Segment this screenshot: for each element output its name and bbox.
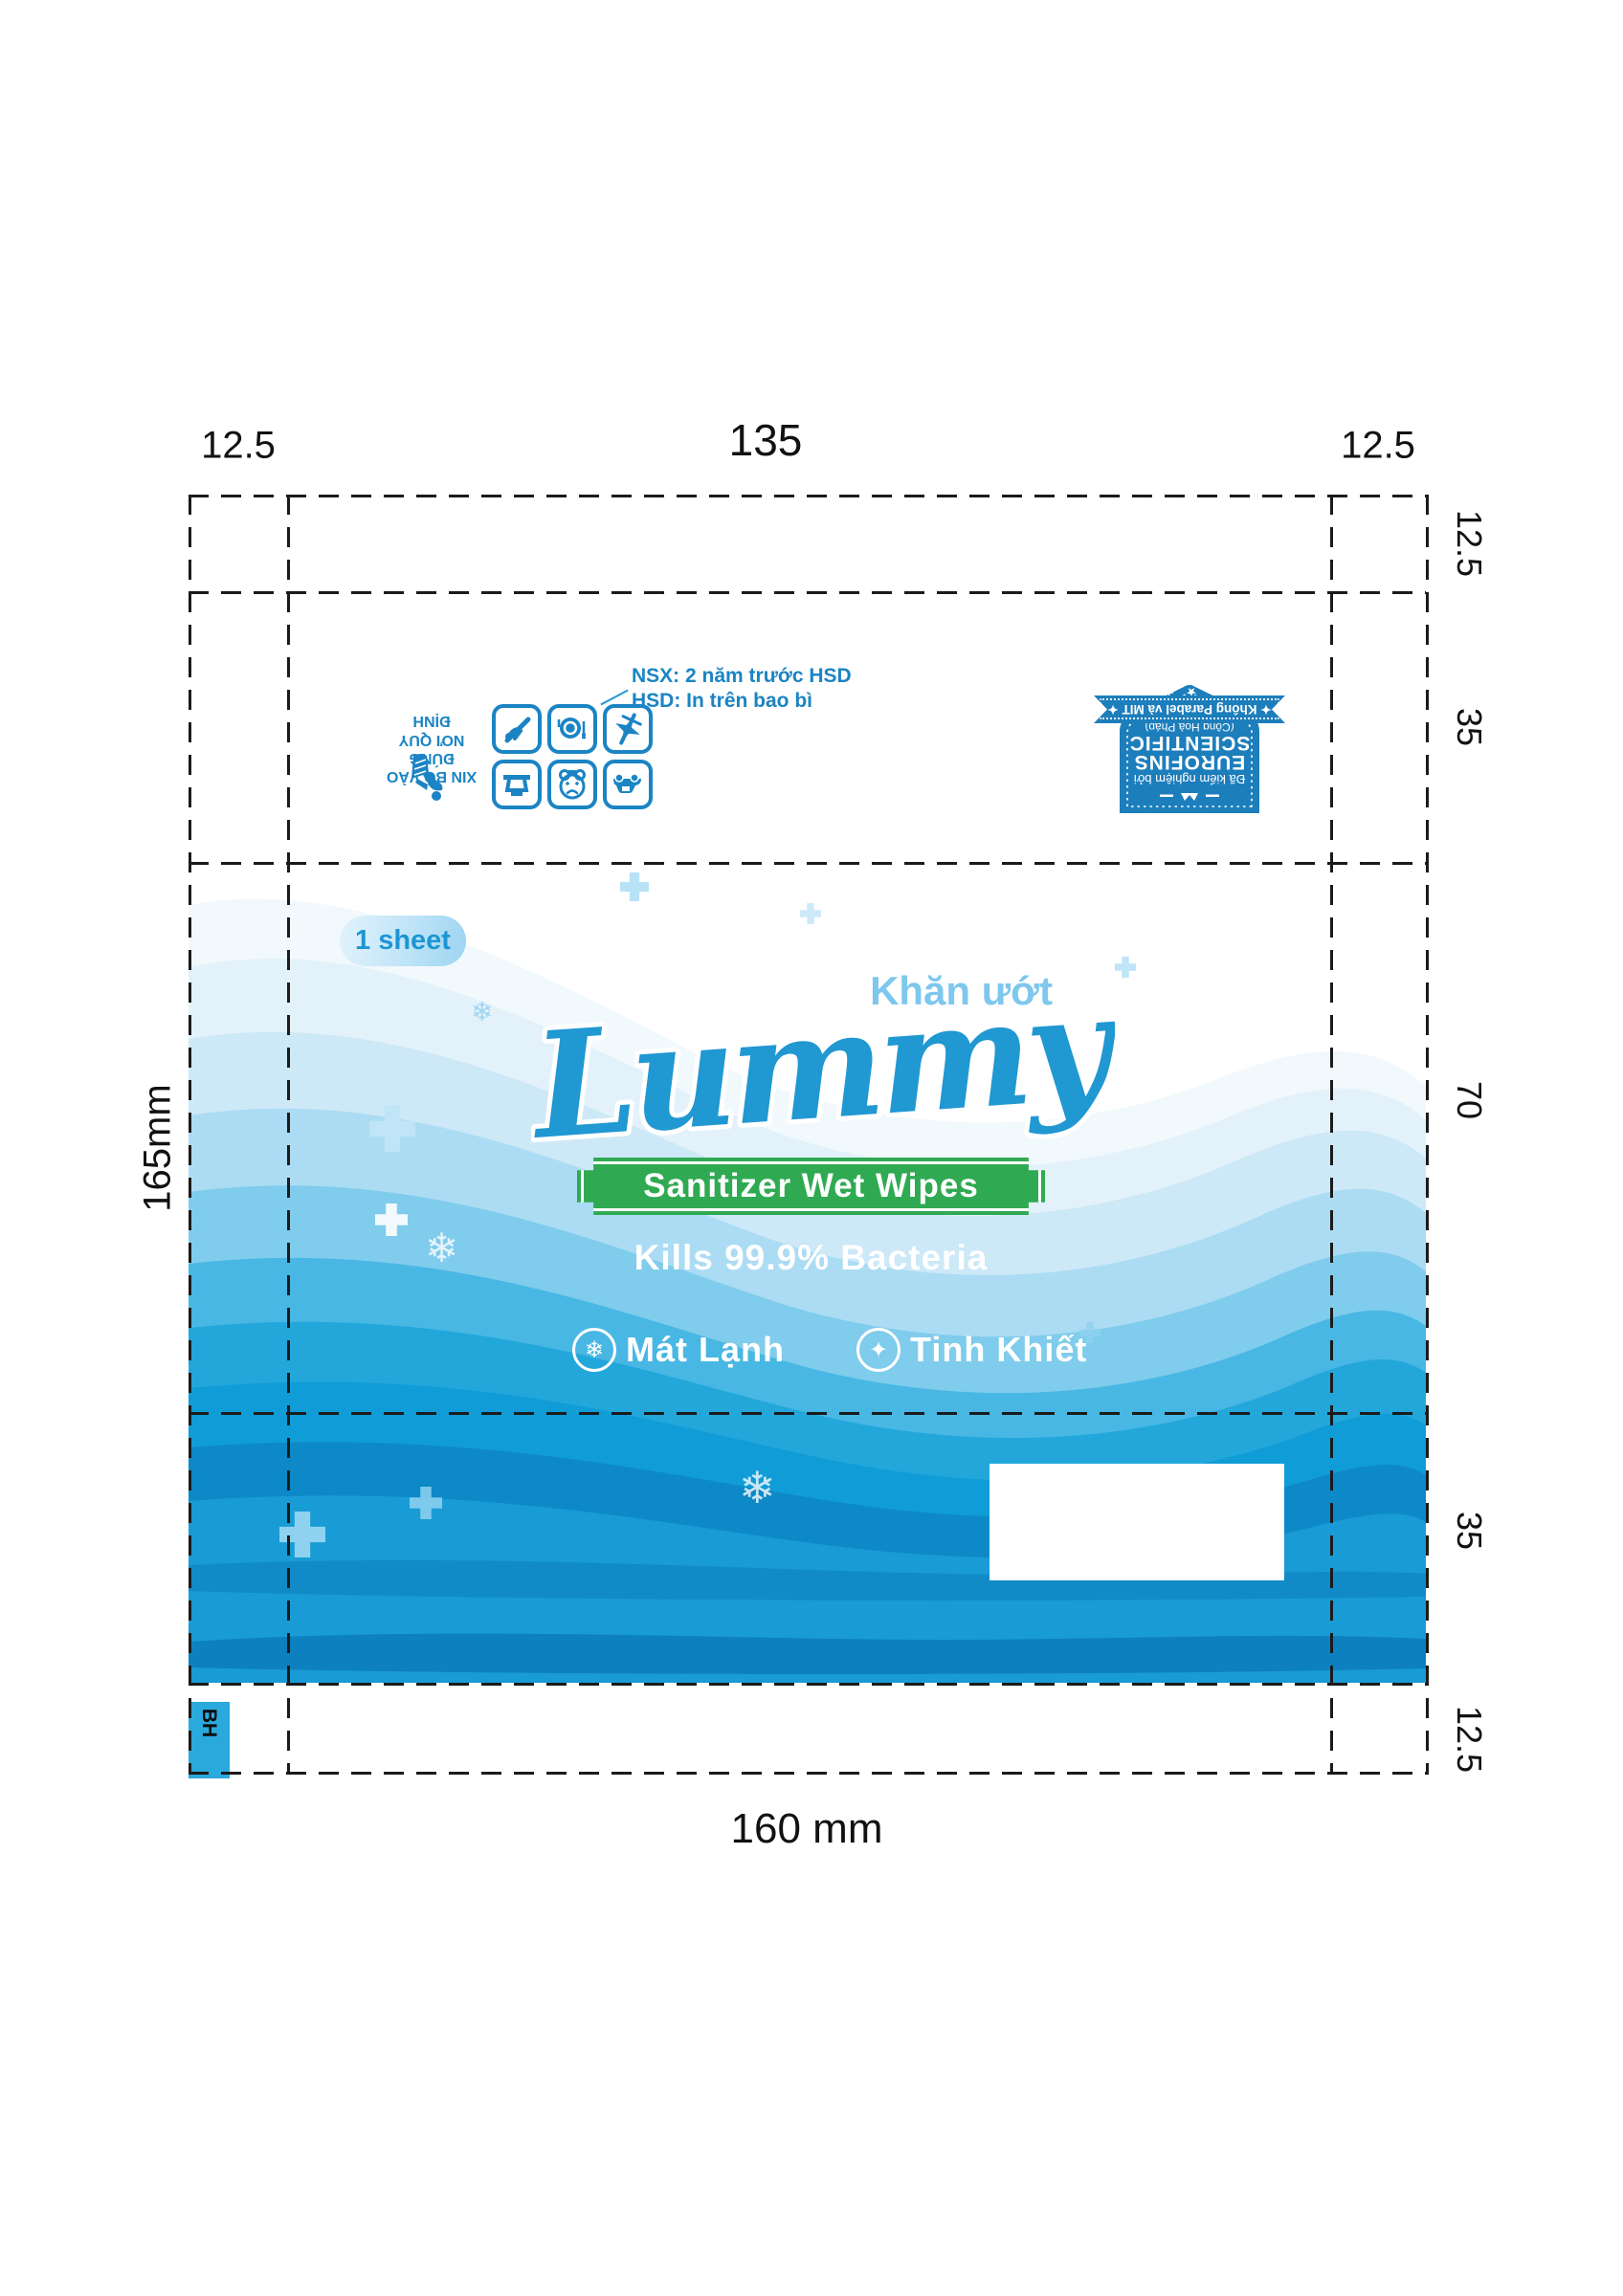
production-date-note: NSX: 2 năm trước HSD HSD: In trên bao bì bbox=[632, 664, 852, 715]
dieline-fold-2 bbox=[189, 862, 1426, 865]
sparkle-icon: ✦ bbox=[856, 1328, 900, 1372]
sheet-count-label: 1 sheet bbox=[355, 925, 451, 956]
dim-right-1: 12.5 bbox=[1450, 509, 1489, 578]
feature-pure: ✦ Tinh Khiết bbox=[856, 1328, 1087, 1372]
bh-tab-label: BH bbox=[198, 1708, 221, 1738]
barcode-placeholder bbox=[989, 1464, 1284, 1580]
dim-right-2: 35 bbox=[1450, 707, 1489, 747]
dim-right-4: 35 bbox=[1450, 1511, 1489, 1551]
snowflake-icon: ❄ bbox=[572, 1328, 616, 1372]
warning-pictogram-grid bbox=[492, 704, 653, 809]
plate-cutlery-icon bbox=[547, 704, 597, 754]
dim-right-5: 12.5 bbox=[1450, 1705, 1489, 1774]
dim-top-right: 12.5 bbox=[1341, 424, 1415, 467]
overturned-car-icon bbox=[603, 760, 653, 809]
dieline-fold-4 bbox=[189, 1683, 1426, 1686]
table-icon bbox=[492, 760, 542, 809]
badge-tested-by: Đã kiểm nghiệm bởi bbox=[1133, 772, 1246, 786]
wave-streak bbox=[189, 1559, 1426, 1601]
dispose-line2: NƠI QUY ĐỊNH bbox=[398, 713, 465, 748]
dim-bottom-width: 160 mm bbox=[730, 1805, 883, 1852]
feature-pure-label: Tinh Khiết bbox=[910, 1330, 1088, 1369]
brand-logo: Lummy bbox=[531, 955, 1115, 1177]
dieline-left-edge bbox=[189, 495, 191, 1775]
snowflake-decoration: ❄ bbox=[471, 997, 494, 1027]
snowflake-decoration: ❄ bbox=[425, 1225, 459, 1270]
dim-top-left: 12.5 bbox=[201, 424, 276, 467]
badge-dotted-border bbox=[1126, 692, 1253, 807]
wave-layer bbox=[189, 1633, 1426, 1674]
sheet-count-badge: 1 sheet bbox=[340, 916, 466, 966]
crown-icon bbox=[1181, 793, 1198, 801]
dieline-fold-3 bbox=[189, 1412, 1426, 1415]
slipping-person-icon bbox=[492, 704, 542, 754]
badge-ribbon: ✦ Không Parabel và MIT ✦ bbox=[1094, 695, 1285, 723]
dieline-fold-left bbox=[287, 495, 290, 1775]
dim-right-3: 70 bbox=[1450, 1080, 1489, 1120]
badge-org-line2: SCIENTIFIC bbox=[1128, 732, 1251, 754]
eurofins-badge: Đã kiểm nghiệm bởi EUROFINS SCIENTIFIC (… bbox=[1110, 679, 1269, 813]
product-banner-text: Sanitizer Wet Wipes bbox=[643, 1167, 979, 1204]
feature-cool: ❄ Mát Lạnh bbox=[572, 1328, 785, 1372]
airplane-icon bbox=[603, 704, 653, 754]
nsx-line2: HSD: In trên bao bì bbox=[632, 690, 812, 713]
claim-text: Kills 99.9% Bacteria bbox=[634, 1238, 989, 1277]
leader-line bbox=[600, 689, 629, 706]
badge-ribbon-text: ✦ Không Parabel và MIT ✦ bbox=[1100, 699, 1278, 720]
feature-cool-label: Mát Lạnh bbox=[626, 1330, 785, 1369]
dieline-top-edge bbox=[189, 495, 1426, 497]
dieline-bottom-edge bbox=[189, 1772, 1426, 1775]
product-type-label: Khăn ướt bbox=[870, 968, 1053, 1013]
dieline-fold-right bbox=[1330, 495, 1333, 1775]
nsx-line1: NSX: 2 năm trước HSD bbox=[632, 665, 852, 687]
dim-top-center: 135 bbox=[728, 415, 803, 465]
dim-left-height: 165mm bbox=[136, 1084, 179, 1212]
cow-icon bbox=[547, 760, 597, 809]
dieline-right-edge bbox=[1426, 495, 1429, 1775]
product-banner: Sanitizer Wet Wipes bbox=[577, 1158, 1045, 1215]
dieline-fold-1 bbox=[189, 591, 1426, 594]
snowflake-decoration: ❄ bbox=[739, 1463, 776, 1512]
bh-tab: BH bbox=[189, 1702, 230, 1778]
tidyman-icon bbox=[411, 754, 443, 801]
brand-logo-text: Lummy bbox=[531, 960, 1115, 1172]
